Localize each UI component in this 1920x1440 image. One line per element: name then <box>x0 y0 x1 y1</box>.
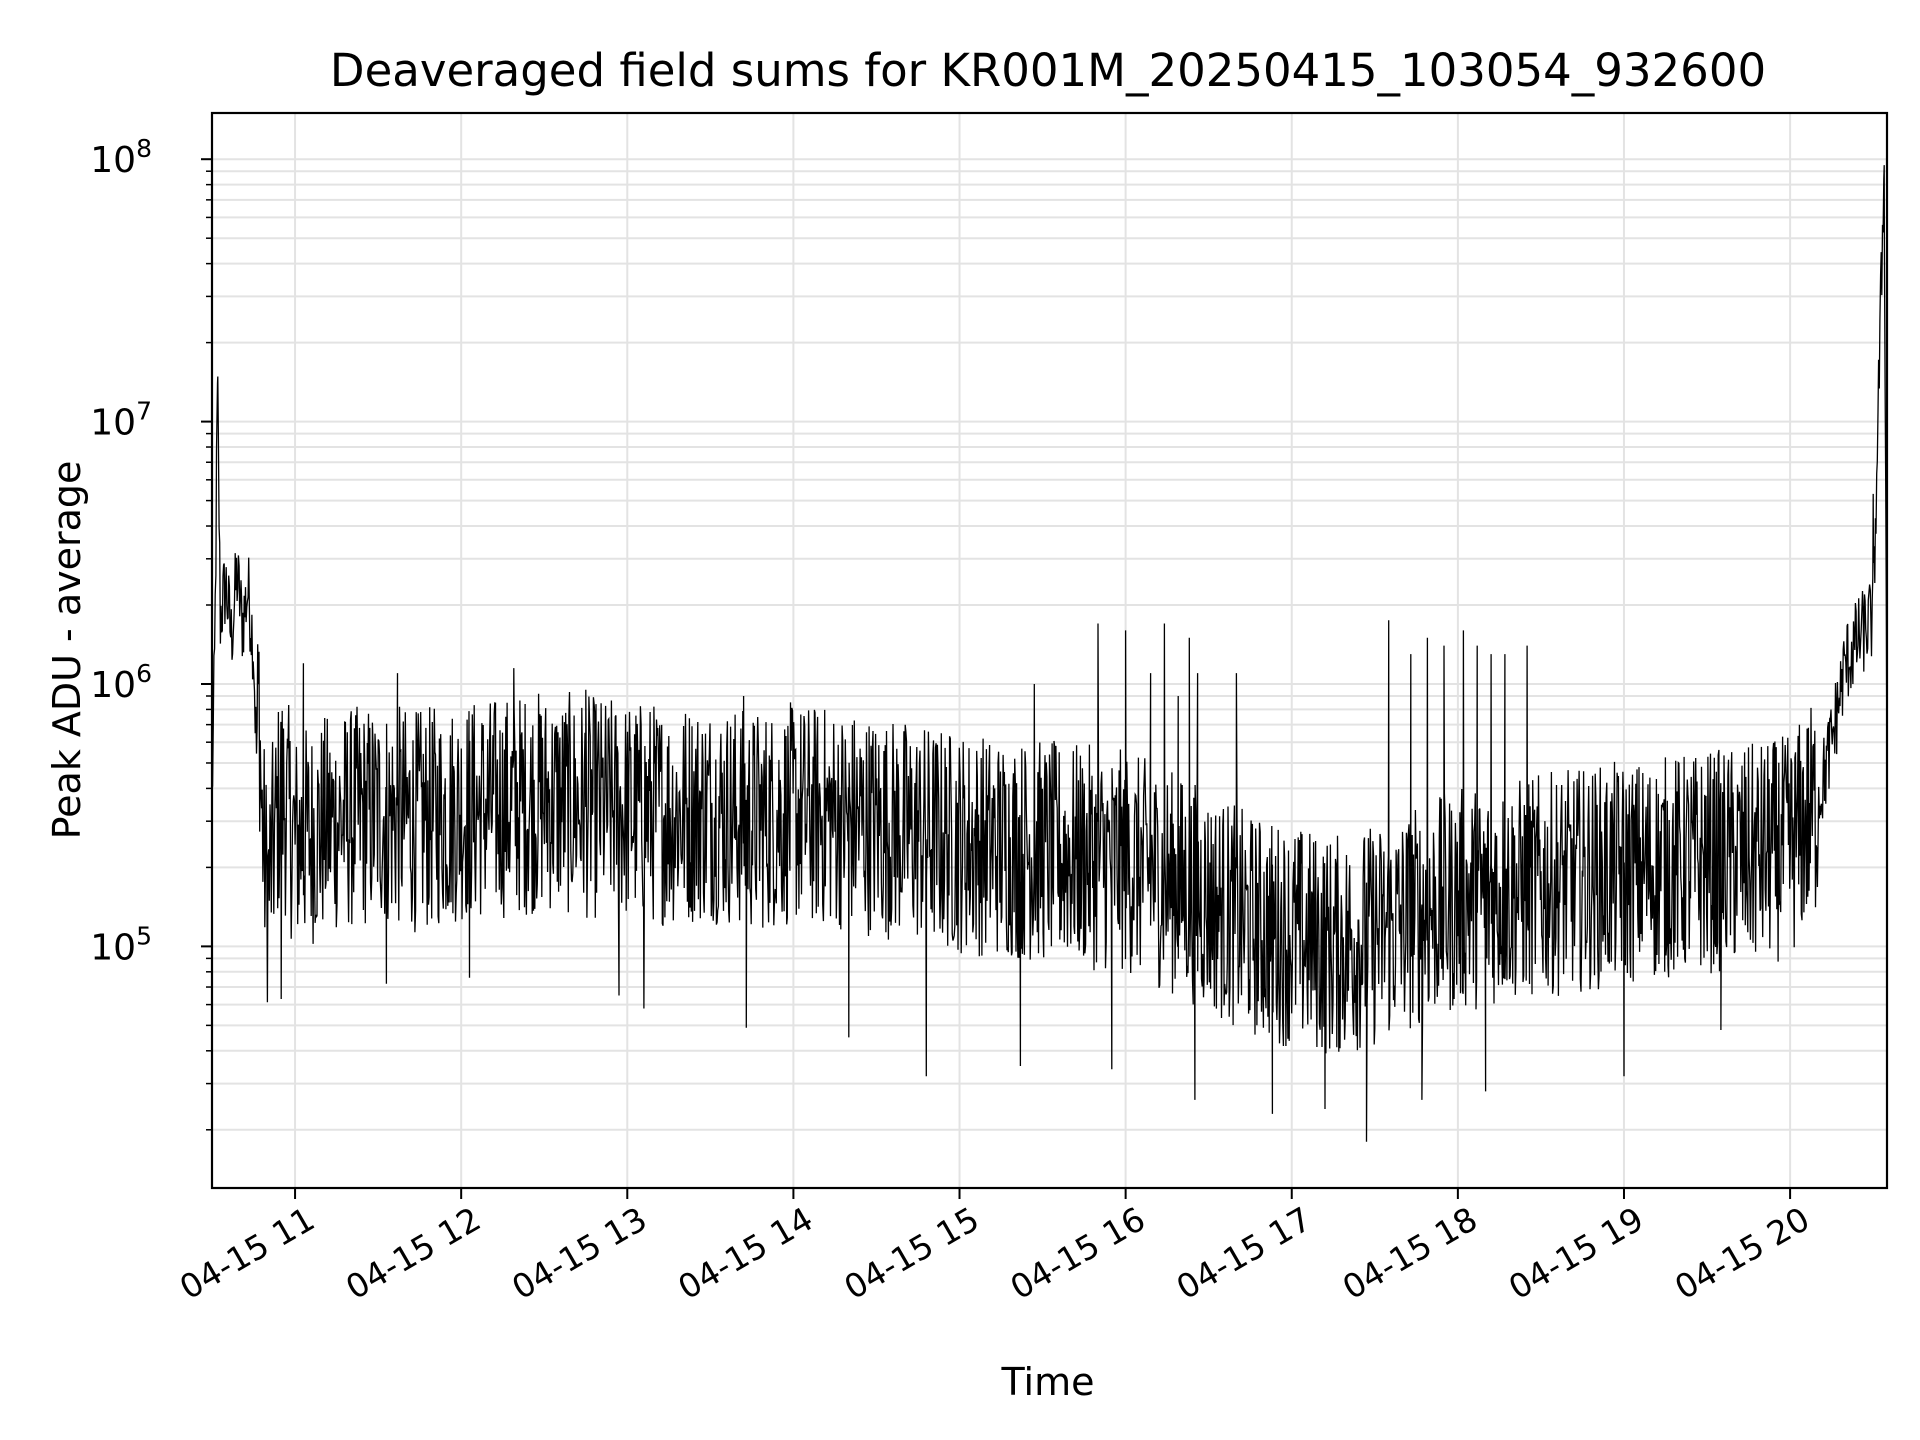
y-tick-label: 106 <box>90 659 152 706</box>
chart-title: Deaveraged field sums for KR001M_2025041… <box>330 44 1766 97</box>
y-tick-label: 107 <box>90 397 152 444</box>
y-axis: 105 106 107 108 <box>90 134 212 1131</box>
y-axis-label: Peak ADU - average <box>45 461 89 840</box>
plot-frame <box>210 111 1889 1190</box>
y-tick-label: 108 <box>90 134 152 181</box>
x-axis-label: Time <box>1001 1360 1095 1404</box>
plot-data-group <box>211 165 1888 1142</box>
y-tick-label: 105 <box>90 921 152 968</box>
data-series-line <box>211 165 1888 1142</box>
